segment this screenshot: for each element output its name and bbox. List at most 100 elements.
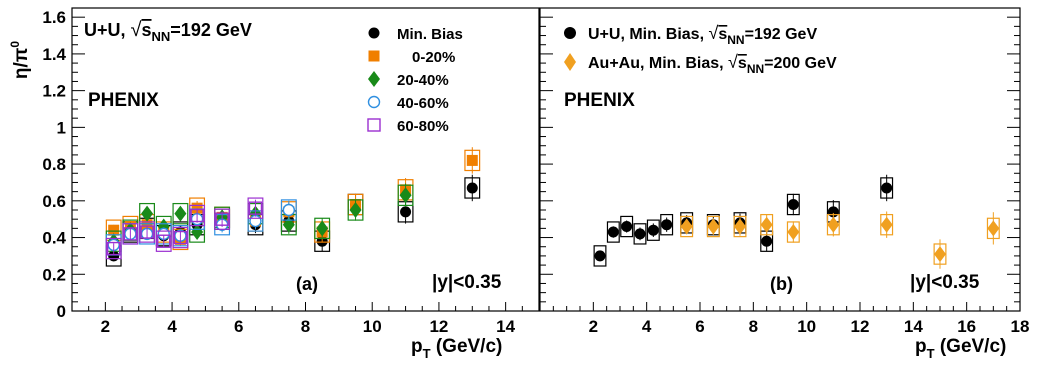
y-tick-label: 0.6	[42, 192, 66, 211]
systematic-box	[139, 221, 155, 243]
data-point	[881, 182, 893, 194]
data-point	[191, 224, 204, 241]
legend-a-0-20-marker	[368, 50, 380, 62]
panel-a-legend: Min. Bias 0-20% 20-40% 40-60% 60-80%	[367, 26, 463, 135]
y-tick-label: 0.4	[42, 229, 66, 248]
panel-b-frame	[539, 7, 1021, 312]
panel-b-plot: 2 4 6 8 10 12 14 16 18	[540, 7, 1030, 336]
y-tick-label: 1	[57, 118, 66, 137]
legend-a-20-40-label: 20-40%	[397, 72, 449, 89]
x-tick-label: 12	[429, 317, 448, 336]
x-tick-label: 6	[695, 317, 704, 336]
y-tick-label: 1.2	[42, 82, 66, 101]
systematic-box	[105, 237, 122, 260]
legend-b-uu-marker	[564, 27, 576, 39]
panel-b-rapidity-label: |y|<0.35	[910, 272, 980, 293]
data-point	[157, 234, 171, 248]
x-tick-label: 14	[904, 317, 923, 336]
y-axis-title-main: η/π	[11, 47, 32, 79]
data-point	[108, 224, 120, 236]
data-point	[141, 205, 154, 222]
legend-b-auau-label: Au+Au, Min. Bias, √sNN=200 GeV	[588, 52, 837, 76]
legend-a-40-60-marker	[367, 95, 381, 109]
systematic-box	[172, 202, 189, 225]
data-point	[106, 241, 121, 256]
legend-a-min-bias: Min. Bias	[368, 26, 463, 43]
data-point	[680, 218, 693, 235]
systematic-box	[155, 230, 172, 252]
systematic-box	[646, 219, 660, 241]
x-tick-label: 2	[589, 317, 598, 336]
legend-a-60-80-label: 60-80%	[397, 118, 449, 135]
panel-a-rapidity-label: |y|<0.35	[432, 272, 502, 293]
x-tick-label: 8	[749, 317, 758, 336]
data-point	[349, 202, 362, 218]
systematic-box	[593, 245, 607, 267]
data-point	[880, 216, 893, 233]
y-axis-title: η/π0	[8, 41, 32, 79]
legend-a-0-20: 0-20%	[368, 49, 455, 66]
y-tick-label: 0	[57, 302, 66, 321]
legend-a-60-80: 60-80%	[367, 118, 449, 135]
legend-a-min-bias-label: Min. Bias	[397, 26, 463, 43]
legend-a-0-20-label: 0-20%	[412, 49, 455, 66]
x-tick-label: 4	[167, 317, 177, 336]
data-point	[140, 225, 154, 239]
data-point	[123, 227, 138, 241]
data-point	[249, 214, 262, 228]
data-point	[787, 224, 800, 241]
systematic-box	[314, 217, 331, 240]
panel-b-label: (b)	[770, 274, 793, 294]
panel-a-system-label: U+U, √sNN=192 GeV	[84, 19, 252, 44]
legend-a-60-80-marker	[367, 118, 381, 132]
x-tick-label: 14	[496, 317, 515, 336]
legend-b-uu-label: U+U, Min. Bias, √sNN=192 GeV	[588, 23, 817, 47]
data-point	[707, 218, 720, 235]
x-tick-label: 16	[957, 317, 976, 336]
data-point	[174, 205, 187, 222]
data-point	[987, 220, 1000, 237]
data-point	[621, 221, 633, 233]
data-point	[634, 228, 646, 240]
systematic-box	[189, 204, 206, 227]
systematic-box	[280, 199, 297, 221]
systematic-box	[214, 208, 231, 230]
systematic-box	[247, 197, 264, 219]
legend-a-20-40: 20-40%	[368, 71, 449, 89]
y-axis-title-sup: 0	[8, 41, 22, 48]
panel-b-legend: U+U, Min. Bias, √sNN=192 GeV Au+Au, Min.…	[564, 23, 837, 76]
legend-a-40-60: 40-60%	[367, 95, 449, 112]
data-point	[594, 250, 606, 262]
data-point	[934, 246, 946, 263]
x-tick-label: 2	[101, 317, 110, 336]
panel-a-plot: 2 4 6 8 10 12 14 0 0.2 0.4 0.6 0.8 1 1.2 1.4 1.6	[42, 7, 540, 336]
x-tick-label: 6	[234, 317, 243, 336]
systematic-box	[172, 226, 189, 249]
y-tick-label: 1.4	[42, 45, 66, 64]
panel-a-experiment-label: PHENIX	[88, 90, 159, 111]
data-point	[400, 206, 412, 218]
x-tick-label: 8	[301, 317, 310, 336]
legend-a-40-60-label: 40-60%	[397, 95, 449, 112]
legend-a-20-40-marker	[368, 71, 380, 87]
systematic-box	[606, 221, 620, 243]
x-tick-label: 18	[1011, 317, 1030, 336]
data-point	[141, 219, 153, 231]
data-point	[607, 226, 619, 238]
x-tick-label: 10	[797, 317, 816, 336]
x-tick-label: 12	[851, 317, 870, 336]
systematic-box	[122, 223, 139, 245]
y-tick-label: 1.6	[42, 8, 66, 27]
panel-b-x-axis-title: pT (GeV/c)	[915, 336, 1006, 361]
data-point	[173, 230, 188, 245]
data-point	[466, 154, 478, 166]
systematic-box	[633, 223, 647, 245]
data-point	[190, 208, 204, 223]
data-point	[647, 224, 659, 236]
x-tick-label: 10	[363, 317, 382, 336]
panel-b-experiment-label: PHENIX	[564, 90, 635, 111]
y-tick-label: 0.8	[42, 155, 66, 174]
data-point	[316, 220, 329, 237]
data-point	[282, 203, 296, 217]
